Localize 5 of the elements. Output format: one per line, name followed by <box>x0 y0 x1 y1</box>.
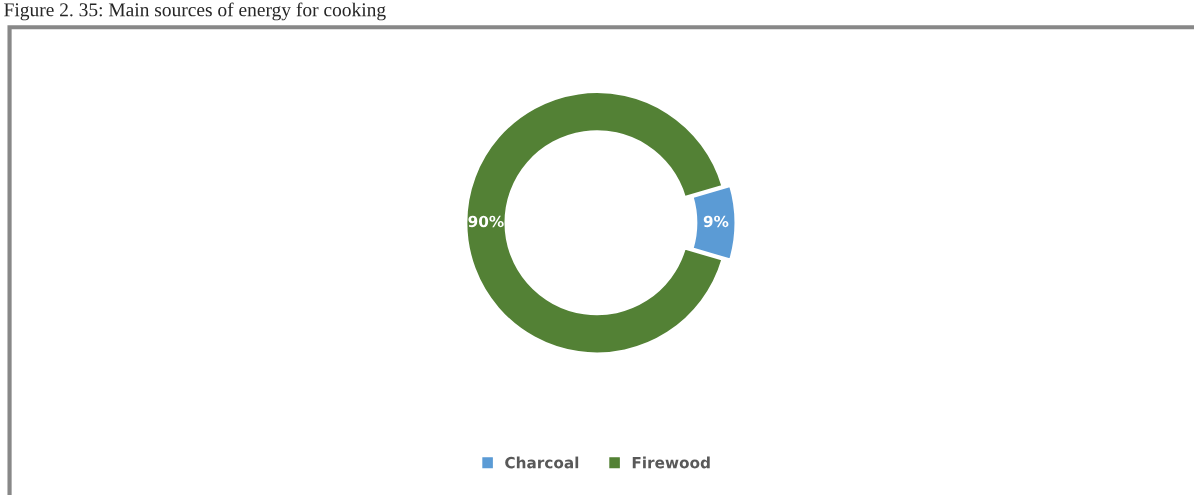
data-label: 9% <box>703 215 729 228</box>
text: Figure 2. 35: Main sources of energy for cooking <box>4 2 386 21</box>
data-label: 90% <box>468 215 504 228</box>
legend-label: Charcoal <box>505 456 579 469</box>
legend-label: Firewood <box>632 456 710 469</box>
